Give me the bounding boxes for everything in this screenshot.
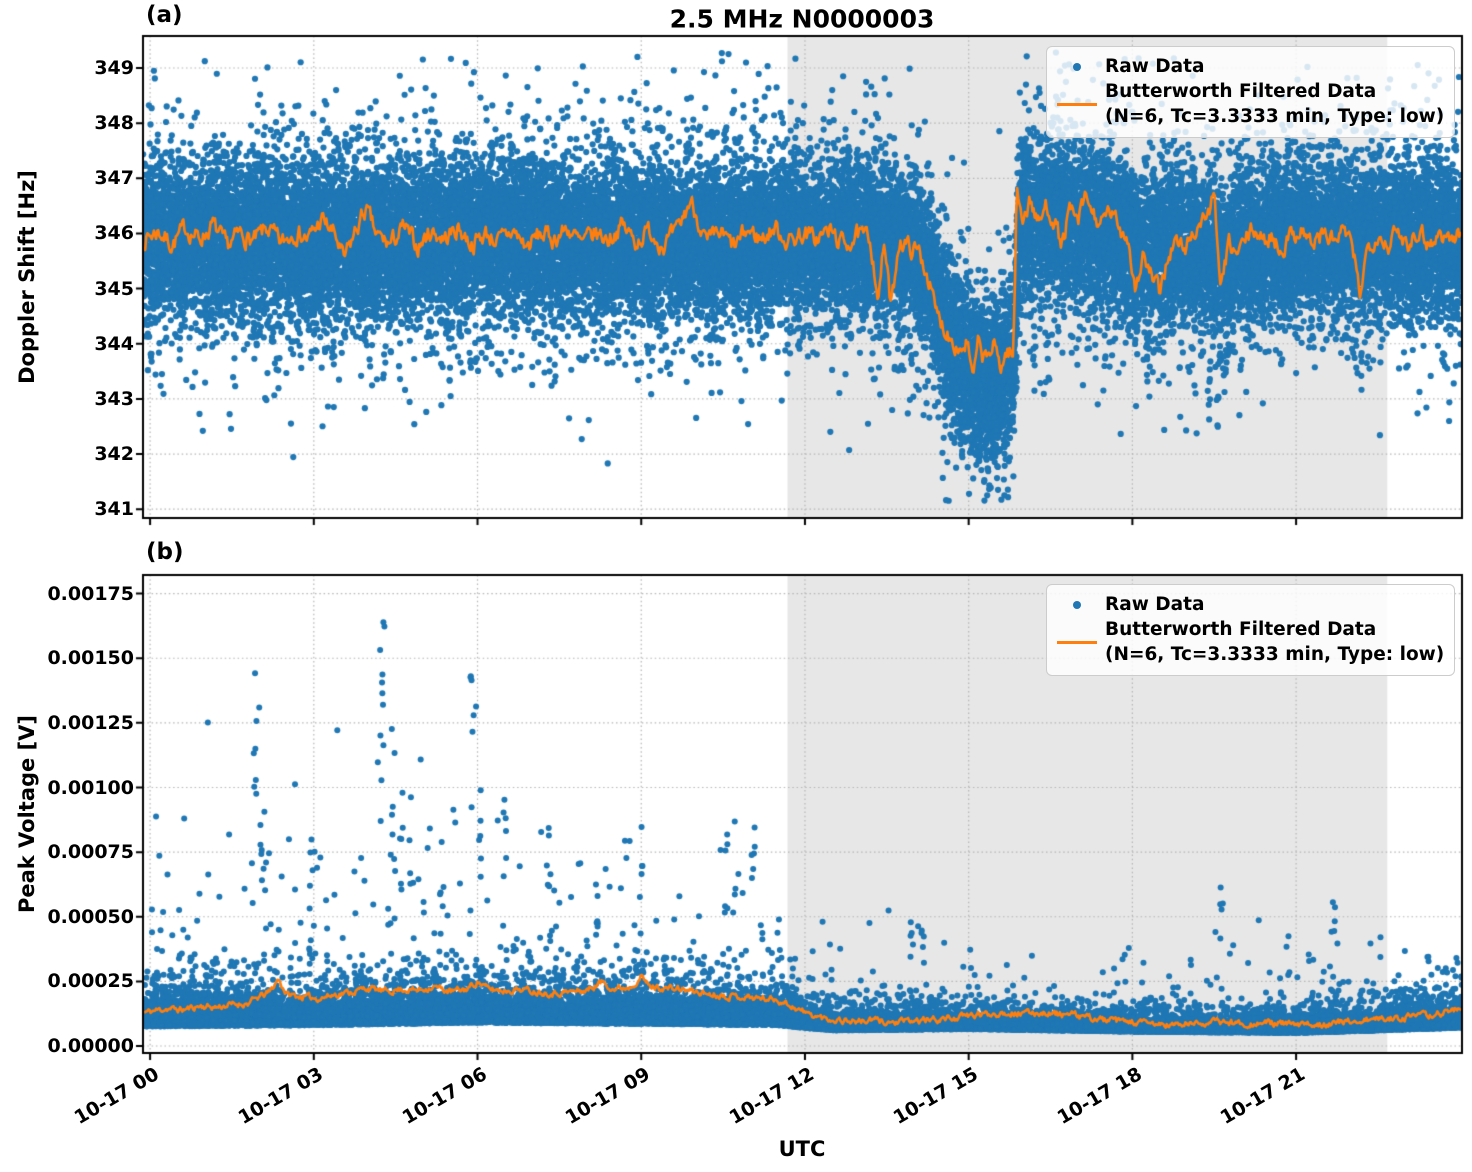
figure-title: 2.5 MHz N0000003 [669,4,935,34]
y-tick-label-a: 346 [94,222,134,245]
legend-row-raw: Raw Data [1049,54,1448,79]
y-tick-label-b: 0.00025 [47,970,134,993]
panel-b-label: (b) [146,539,184,565]
legend-raw-label: Raw Data [1105,594,1205,615]
panel-a-label: (a) [146,2,183,28]
legend-panel-a: Raw Data Butterworth Filtered Data (N=6,… [1046,46,1455,138]
raw-data-marker-icon [1049,62,1105,71]
filtered-line-marker-icon [1049,102,1105,106]
legend-filtered-label-line1: Butterworth Filtered Data [1105,619,1377,640]
y-tick-label-b: 0.00175 [47,582,134,605]
y-tick-label-b: 0.00150 [47,647,134,670]
y-tick-label-a: 343 [94,387,134,410]
y-axis-label-b: Peak Voltage [V] [15,714,39,914]
y-tick-label-b: 0.00000 [47,1035,134,1058]
y-tick-label-a: 349 [94,56,134,79]
y-tick-label-a: 341 [94,498,134,521]
y-tick-label-a: 348 [94,112,134,135]
y-tick-label-a: 345 [94,277,134,300]
legend-row-raw: Raw Data [1049,592,1448,617]
y-tick-label-b: 0.00100 [47,776,134,799]
legend-panel-b: Raw Data Butterworth Filtered Data (N=6,… [1046,584,1455,676]
y-tick-label-a: 344 [94,332,134,355]
raw-data-marker-icon [1049,600,1105,609]
x-axis-label: UTC [778,1137,826,1161]
legend-filtered-label-line2: (N=6, Tc=3.3333 min, Type: low) [1105,644,1445,665]
legend-row-filtered: Butterworth Filtered Data (N=6, Tc=3.333… [1049,79,1448,129]
legend-raw-label: Raw Data [1105,56,1205,77]
y-tick-label-a: 342 [94,443,134,466]
filtered-line-marker-icon [1049,640,1105,644]
y-tick-label-a: 347 [94,167,134,190]
y-tick-label-b: 0.00125 [47,711,134,734]
legend-row-filtered: Butterworth Filtered Data (N=6, Tc=3.333… [1049,617,1448,667]
y-tick-label-b: 0.00050 [47,905,134,928]
y-tick-label-b: 0.00075 [47,841,134,864]
legend-filtered-label-line2: (N=6, Tc=3.3333 min, Type: low) [1105,106,1445,127]
legend-filtered-label-line1: Butterworth Filtered Data [1105,81,1377,102]
